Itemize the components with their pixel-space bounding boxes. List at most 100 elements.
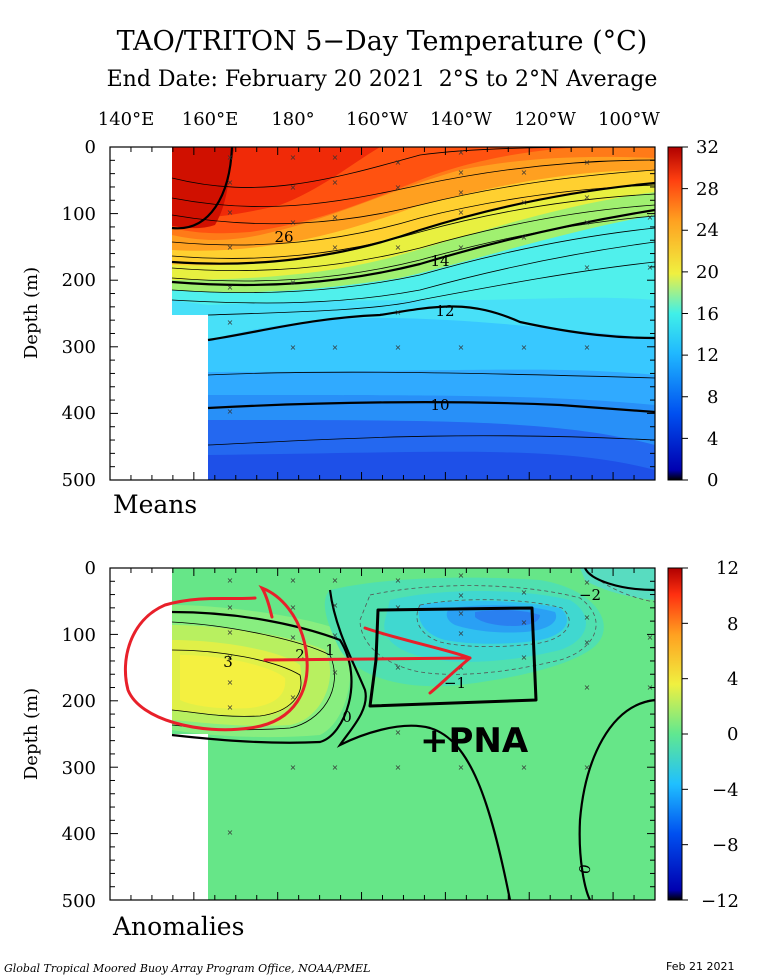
anomalies-panel: × × × × × × × × × × × × × × × × × × × × × × × × × × × × × × × × × ×… [21,558,739,941]
svg-text:×: × [332,153,339,162]
svg-text:×: × [458,188,465,197]
svg-text:×: × [227,703,234,712]
svg-text:×: × [395,343,402,352]
svg-text:×: × [458,343,465,352]
svg-text:×: × [227,318,234,327]
colorbar-tick-label: 4 [727,669,738,690]
svg-text:×: × [395,663,402,672]
footer-date: Feb 21 2021 [666,960,734,973]
svg-text:×: × [584,638,591,647]
chart-subtitle: End Date: February 20 2021 2°S to 2°N Av… [107,67,658,92]
svg-text:×: × [395,576,402,585]
svg-text:×: × [227,283,234,292]
colorbar-tick-label: 28 [696,179,719,200]
y-tick-label: 100 [62,204,96,225]
svg-text:×: × [227,653,234,662]
svg-text:×: × [290,633,297,642]
panel-label-anomalies: Anomalies [112,912,244,941]
svg-text:×: × [521,233,528,242]
y-tick-label: 0 [85,558,96,579]
svg-text:×: × [647,213,654,222]
colorbar-tick-label: 8 [727,614,738,635]
contour-label: −2 [579,586,601,604]
lon-tick-label: 120°W [514,109,576,130]
hand-annotations: +PNA [123,585,538,761]
red-circle-annotation [123,585,309,732]
contour-label: 0 [575,863,594,876]
svg-text:×: × [647,263,654,272]
svg-text:×: × [395,308,402,317]
svg-text:×: × [290,343,297,352]
svg-text:×: × [458,148,465,157]
lon-tick-label: 140°W [430,109,492,130]
y-axis-label: Depth (m) [21,688,42,780]
svg-text:×: × [227,576,234,585]
svg-text:×: × [395,728,402,737]
svg-text:×: × [290,693,297,702]
colorbar-tick-label: 32 [696,137,719,158]
contour-label: −1 [444,674,466,692]
contour-label: 12 [435,302,454,320]
y-tick-label: 400 [62,403,96,424]
svg-text:×: × [584,578,591,587]
svg-text:×: × [584,683,591,692]
y-axis-label: Depth (m) [21,267,42,359]
y-tick-label: 500 [62,891,96,912]
svg-text:×: × [227,208,234,217]
chart-title: TAO/TRITON 5−Day Temperature (°C) [117,26,648,57]
colorbar-tick-label: 24 [696,220,719,241]
svg-text:×: × [290,763,297,772]
longitude-axis: 140°E 160°E 180° 160°W 140°W 120°W 100°W [98,109,661,130]
svg-text:×: × [584,263,591,272]
svg-text:×: × [584,218,591,227]
svg-text:×: × [395,603,402,612]
colorbar-tick-label: 8 [707,387,718,408]
contour-label: 2 [295,646,305,664]
y-tick-label: 200 [62,270,96,291]
colorbar-tick-label: 4 [707,429,718,450]
svg-text:×: × [584,763,591,772]
contour-label: 1 [325,641,335,659]
svg-text:×: × [458,591,465,600]
y-tick-label: 400 [62,824,96,845]
svg-text:×: × [395,243,402,252]
means-y-axis: 0 100 200 300 400 500 Depth (m) [21,137,96,491]
svg-text:×: × [290,153,297,162]
svg-text:×: × [458,571,465,580]
svg-text:×: × [290,183,297,192]
svg-text:×: × [647,633,654,642]
lon-tick-label: 100°W [598,109,660,130]
svg-text:×: × [458,609,465,618]
y-tick-label: 300 [62,758,96,779]
svg-text:×: × [332,178,339,187]
lon-tick-label: 180° [271,109,314,130]
colorbar-tick-label: 0 [727,724,738,745]
means-field: × × × × × × × × × × × × × × × × × × × × × × × × × × × × × × × × × ×… [110,147,655,480]
contour-label: 10 [430,396,449,414]
svg-text:×: × [521,653,528,662]
svg-text:×: × [395,158,402,167]
colorbar-tick-label: −12 [701,891,739,912]
colorbar-tick-label: 0 [707,470,718,491]
svg-text:×: × [395,763,402,772]
svg-text:×: × [458,208,465,217]
colorbar-tick-label: 16 [696,304,719,325]
means-panel: × × × × × × × × × × × × × × × × × × × × × × × × × × × × × × × × × ×… [21,137,719,519]
svg-text:×: × [458,763,465,772]
lon-tick-label: 140°E [98,109,155,130]
colorbar-tick-label: 20 [696,262,719,283]
svg-text:×: × [290,218,297,227]
svg-text:×: × [227,407,234,416]
y-tick-label: 500 [62,470,96,491]
y-tick-label: 200 [62,691,96,712]
lon-tick-label: 160°E [182,109,239,130]
svg-text:×: × [584,193,591,202]
contour-label: 0 [342,708,352,726]
contour-label: 14 [430,252,449,270]
svg-text:×: × [332,631,339,640]
contour-label: 26 [274,228,293,246]
black-box-annotation [368,606,538,708]
contour-label: 3 [223,653,233,671]
colorbar-tick-label: 12 [716,558,739,579]
